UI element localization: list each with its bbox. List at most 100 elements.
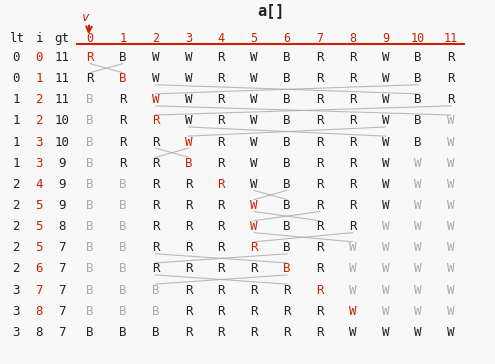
Text: R: R	[152, 262, 159, 276]
Text: B: B	[86, 220, 94, 233]
Text: B: B	[86, 93, 94, 106]
Text: 8: 8	[35, 326, 43, 339]
Text: 5: 5	[35, 199, 43, 212]
Text: W: W	[447, 262, 455, 276]
Text: W: W	[152, 72, 159, 85]
Text: 11: 11	[54, 51, 70, 64]
Text: R: R	[349, 51, 356, 64]
Text: 7: 7	[58, 262, 66, 276]
Text: R: R	[152, 178, 159, 191]
Text: R: R	[119, 136, 127, 149]
Text: B: B	[414, 136, 422, 149]
Text: R: R	[217, 72, 225, 85]
Text: B: B	[119, 220, 127, 233]
Text: B: B	[414, 51, 422, 64]
Text: 2: 2	[12, 220, 20, 233]
Text: W: W	[185, 136, 192, 149]
Text: R: R	[316, 241, 323, 254]
Text: R: R	[217, 136, 225, 149]
Text: a[]: a[]	[257, 3, 284, 18]
Text: B: B	[414, 93, 422, 106]
Text: B: B	[86, 115, 94, 127]
Text: R: R	[283, 305, 291, 318]
Text: B: B	[119, 241, 127, 254]
Text: R: R	[217, 178, 225, 191]
Text: W: W	[447, 199, 455, 212]
Text: R: R	[86, 51, 94, 64]
Text: R: R	[217, 305, 225, 318]
Text: R: R	[349, 199, 356, 212]
Text: 7: 7	[35, 284, 43, 297]
Text: 3: 3	[12, 305, 20, 318]
Text: W: W	[349, 326, 356, 339]
Text: R: R	[152, 115, 159, 127]
Text: B: B	[119, 199, 127, 212]
Text: W: W	[382, 262, 389, 276]
Text: i: i	[35, 32, 43, 45]
Text: R: R	[217, 115, 225, 127]
Text: R: R	[86, 72, 94, 85]
Text: W: W	[414, 284, 422, 297]
Text: W: W	[414, 178, 422, 191]
Text: 2: 2	[35, 115, 43, 127]
Text: R: R	[185, 262, 192, 276]
Text: R: R	[447, 51, 455, 64]
Text: B: B	[283, 220, 291, 233]
Text: W: W	[447, 220, 455, 233]
Text: R: R	[185, 220, 192, 233]
Text: W: W	[382, 305, 389, 318]
Text: R: R	[217, 241, 225, 254]
Text: B: B	[414, 115, 422, 127]
Text: R: R	[349, 115, 356, 127]
Text: W: W	[250, 51, 258, 64]
Text: R: R	[250, 262, 258, 276]
Text: R: R	[316, 262, 323, 276]
Text: R: R	[250, 241, 258, 254]
Text: 8: 8	[349, 32, 356, 45]
Text: W: W	[250, 199, 258, 212]
Text: B: B	[283, 199, 291, 212]
Text: 11: 11	[54, 93, 70, 106]
Text: B: B	[86, 305, 94, 318]
Text: R: R	[316, 284, 323, 297]
Text: 3: 3	[12, 284, 20, 297]
Text: 9: 9	[58, 157, 66, 170]
Text: R: R	[316, 178, 323, 191]
Text: R: R	[316, 136, 323, 149]
Text: W: W	[250, 136, 258, 149]
Text: 6: 6	[283, 32, 291, 45]
Text: W: W	[152, 51, 159, 64]
Text: R: R	[152, 157, 159, 170]
Text: 1: 1	[35, 72, 43, 85]
Text: R: R	[283, 284, 291, 297]
Text: 2: 2	[12, 178, 20, 191]
Text: 11: 11	[444, 32, 458, 45]
Text: W: W	[414, 157, 422, 170]
Text: B: B	[119, 284, 127, 297]
Text: gt: gt	[54, 32, 70, 45]
Text: 2: 2	[12, 199, 20, 212]
Text: R: R	[349, 178, 356, 191]
Text: B: B	[86, 262, 94, 276]
Text: 9: 9	[58, 178, 66, 191]
Text: 0: 0	[12, 72, 20, 85]
Text: 4: 4	[218, 32, 225, 45]
Text: W: W	[152, 93, 159, 106]
Text: B: B	[119, 178, 127, 191]
Text: B: B	[283, 157, 291, 170]
Text: R: R	[119, 93, 127, 106]
Text: R: R	[185, 241, 192, 254]
Text: 2: 2	[35, 93, 43, 106]
Text: R: R	[217, 199, 225, 212]
Text: R: R	[316, 326, 323, 339]
Text: R: R	[152, 199, 159, 212]
Text: R: R	[152, 220, 159, 233]
Text: 5: 5	[35, 241, 43, 254]
Text: R: R	[217, 262, 225, 276]
Text: W: W	[382, 72, 389, 85]
Text: W: W	[447, 326, 455, 339]
Text: R: R	[217, 220, 225, 233]
Text: R: R	[217, 284, 225, 297]
Text: B: B	[86, 326, 94, 339]
Text: R: R	[217, 51, 225, 64]
